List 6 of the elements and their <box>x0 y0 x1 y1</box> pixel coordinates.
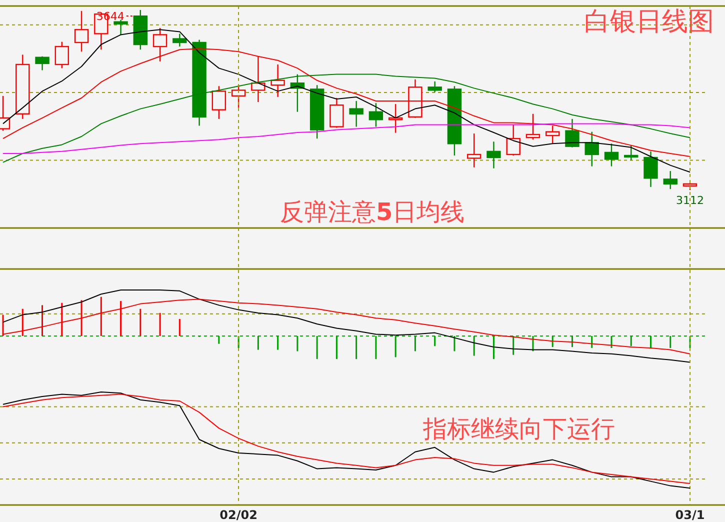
text: 反弹注意5日均线 <box>280 198 465 226</box>
x-tick-label: 02/02 <box>220 508 258 522</box>
x-tick-label: 03/1 <box>675 508 705 522</box>
chart-title: 白银日线图 <box>584 7 714 37</box>
annotation: 3112 <box>676 194 704 207</box>
annotation: 指标继续向下运行 <box>422 415 615 443</box>
